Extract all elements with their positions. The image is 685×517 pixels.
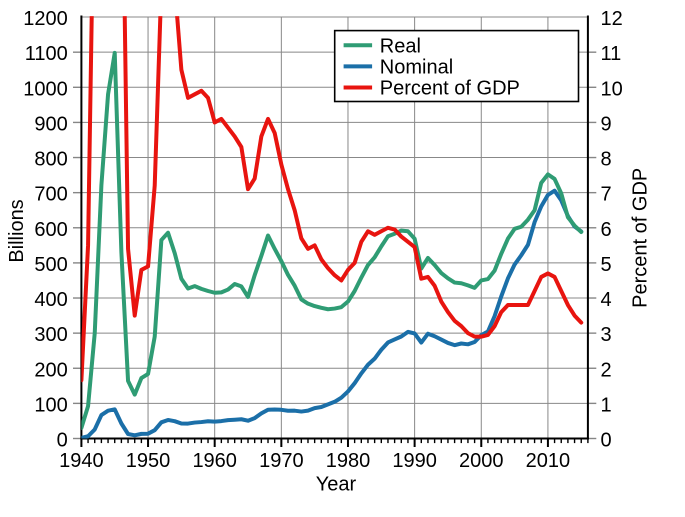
- svg-text:Percent of GDP: Percent of GDP: [380, 78, 520, 100]
- svg-text:11: 11: [601, 43, 622, 65]
- svg-text:200: 200: [34, 359, 67, 381]
- svg-text:1950: 1950: [126, 450, 171, 472]
- svg-text:3: 3: [601, 324, 612, 346]
- svg-text:300: 300: [34, 324, 67, 346]
- svg-text:4: 4: [601, 289, 612, 311]
- svg-text:500: 500: [34, 254, 67, 276]
- svg-text:1000: 1000: [23, 78, 68, 100]
- svg-text:1960: 1960: [192, 450, 237, 472]
- svg-text:2: 2: [601, 359, 612, 381]
- svg-text:1: 1: [601, 394, 612, 416]
- svg-text:12: 12: [601, 8, 623, 30]
- svg-text:100: 100: [34, 394, 67, 416]
- svg-text:1200: 1200: [23, 8, 68, 30]
- svg-text:700: 700: [34, 184, 67, 206]
- svg-text:1980: 1980: [326, 450, 371, 472]
- svg-text:1940: 1940: [59, 450, 104, 472]
- svg-text:5: 5: [601, 254, 612, 276]
- svg-text:900: 900: [34, 113, 67, 135]
- svg-text:6: 6: [601, 219, 612, 241]
- svg-text:10: 10: [601, 78, 623, 100]
- svg-text:800: 800: [34, 149, 67, 171]
- svg-text:9: 9: [601, 113, 612, 135]
- svg-text:0: 0: [601, 430, 612, 452]
- svg-text:Billions: Billions: [6, 199, 28, 262]
- svg-text:400: 400: [34, 289, 67, 311]
- svg-text:1100: 1100: [25, 43, 68, 65]
- svg-text:1970: 1970: [259, 450, 304, 472]
- svg-text:8: 8: [601, 149, 612, 171]
- svg-text:Percent of GDP: Percent of GDP: [630, 168, 652, 308]
- svg-text:0: 0: [57, 430, 68, 452]
- svg-text:Year: Year: [316, 473, 357, 495]
- svg-text:Real: Real: [380, 36, 421, 58]
- svg-text:600: 600: [34, 219, 67, 241]
- svg-text:Nominal: Nominal: [380, 57, 453, 79]
- svg-text:1990: 1990: [392, 450, 437, 472]
- svg-text:7: 7: [601, 184, 612, 206]
- svg-text:2010: 2010: [526, 450, 571, 472]
- svg-text:2000: 2000: [459, 450, 504, 472]
